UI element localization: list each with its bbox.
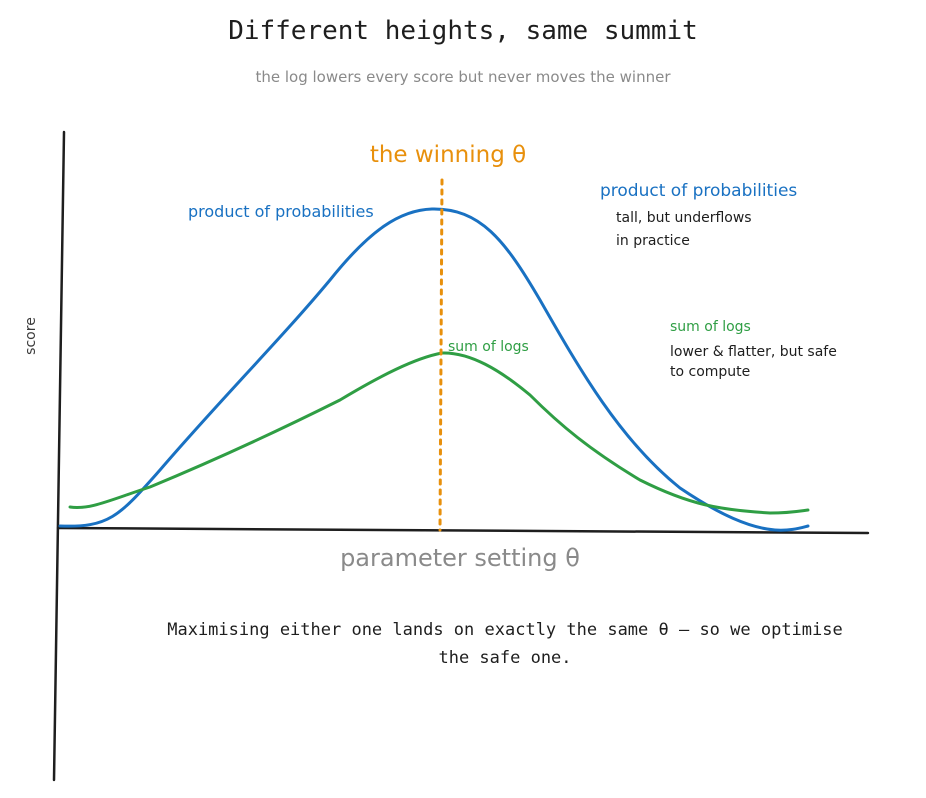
- product-curve-label: product of probabilities: [188, 202, 374, 221]
- winning-theta-marker: [438, 178, 444, 532]
- winning-theta-label: the winning θ: [370, 142, 526, 168]
- product-note-line1: tall, but underflows: [616, 210, 752, 226]
- x-axis-line: [56, 526, 870, 535]
- diagram-caption: Maximising either one lands on exactly t…: [167, 620, 843, 668]
- y-axis-label: score: [23, 317, 39, 355]
- x-axis-label: parameter setting θ: [340, 544, 580, 572]
- diagram-title: Different heights, same summit: [228, 16, 698, 46]
- product-note-title: product of probabilities: [600, 181, 797, 201]
- product-note-line2: in practice: [616, 233, 690, 249]
- logsum-curve: [68, 351, 810, 515]
- product-curve: [58, 207, 810, 532]
- logsum-curve-label: sum of logs: [448, 339, 529, 355]
- y-axis-line: [52, 130, 66, 782]
- logsum-note-title: sum of logs: [670, 319, 751, 335]
- diagram-subtitle: the log lowers every score but never mov…: [255, 68, 671, 86]
- logsum-note-line2: to compute: [670, 364, 750, 380]
- logsum-note-line1: lower & flatter, but safe: [670, 344, 837, 360]
